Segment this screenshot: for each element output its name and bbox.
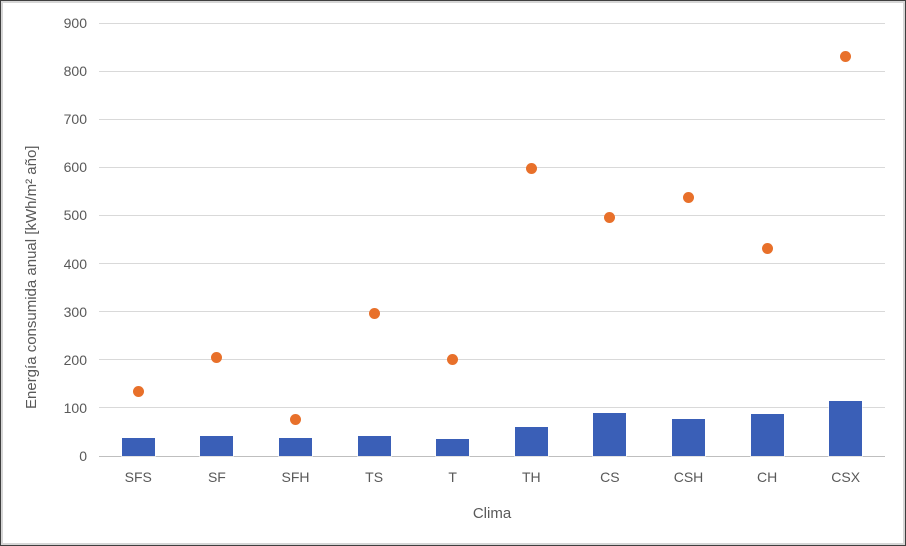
x-axis-line [99, 455, 885, 457]
bar-SFH [279, 437, 312, 456]
bar-CH [750, 414, 784, 456]
point-SFH [290, 414, 301, 426]
gridline-700 [99, 118, 885, 120]
gridline-500 [99, 214, 885, 216]
y-tick-label-300: 300 [63, 303, 87, 320]
gridline-200 [99, 359, 885, 361]
y-axis-title-text: Energía consumida anual [kWh/m² año] [23, 145, 40, 409]
y-tick-label-400: 400 [63, 255, 87, 272]
gridline-100 [99, 407, 885, 409]
y-tick-label-0: 0 [79, 448, 87, 464]
y-tick-label-800: 800 [63, 63, 87, 80]
x-tick-label-CSH: CSH [673, 469, 704, 485]
point-TH [525, 163, 537, 175]
y-tick-label-900: 900 [63, 15, 87, 31]
gridline-400 [99, 263, 885, 265]
x-tick-label-TS: TS [365, 469, 384, 485]
plot-area [99, 22, 885, 457]
x-tick-label-SFS: SFS [124, 469, 152, 485]
gridline-600 [99, 166, 885, 168]
x-axis-title: Clima [472, 505, 512, 522]
point-TS [368, 308, 380, 320]
point-CSH [683, 191, 694, 203]
bar-TS [357, 436, 391, 456]
x-tick-label-T: T [448, 469, 457, 485]
x-tick-label-SFH: SFH [281, 469, 310, 485]
point-CS [604, 212, 616, 224]
point-SFS [132, 385, 144, 397]
point-T [447, 354, 459, 366]
bar-SFS [121, 438, 155, 456]
x-tick-label-CH: CH [756, 469, 778, 485]
gridline-300 [99, 311, 885, 313]
point-CSX [840, 50, 852, 62]
x-tick-label-CSX: CSX [831, 469, 861, 485]
y-tick-label-600: 600 [63, 159, 87, 176]
bar-SF [200, 436, 234, 456]
bar-CS [593, 413, 627, 456]
bar-CSH [672, 419, 705, 456]
point-CH [761, 242, 773, 254]
x-tick-label-TH: TH [521, 469, 541, 485]
point-SF [211, 351, 223, 363]
bar-T [436, 439, 470, 456]
y-tick-label-100: 100 [63, 399, 87, 416]
bar-TH [514, 426, 548, 456]
gridline-800 [99, 70, 885, 72]
y-tick-label-200: 200 [63, 351, 87, 368]
y-tick-label-700: 700 [63, 111, 87, 128]
y-tick-label-500: 500 [63, 207, 87, 224]
x-tick-label-SF: SF [207, 469, 226, 485]
x-tick-label-CS: CS [600, 469, 620, 485]
bar-CSX [829, 401, 863, 456]
gridline-900 [99, 22, 885, 24]
